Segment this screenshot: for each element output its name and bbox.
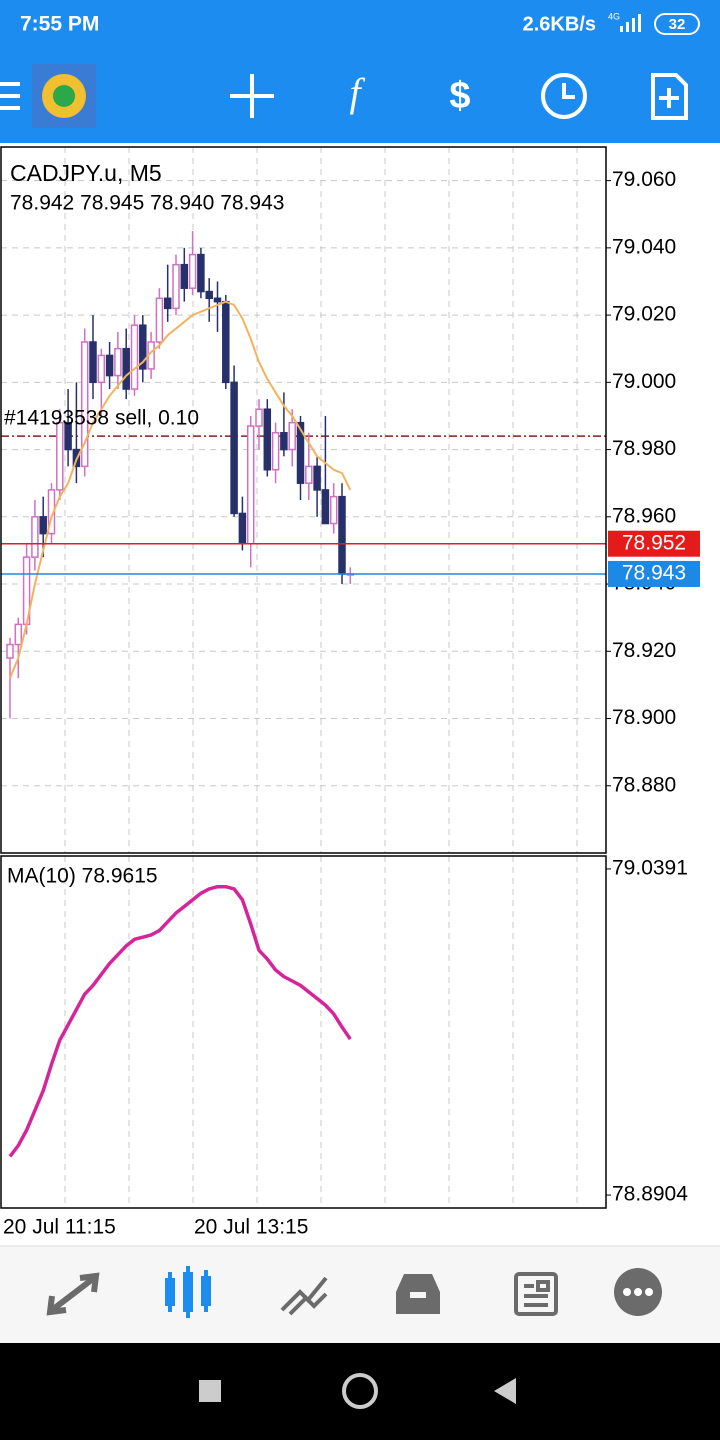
signal-icon — [620, 14, 641, 32]
candle-body — [213, 297, 222, 303]
quotes-tab[interactable] — [46, 1272, 100, 1316]
order-label: #14193538 sell, 0.10 — [4, 407, 199, 430]
candle-body — [205, 290, 213, 300]
home-button[interactable] — [342, 1373, 378, 1409]
status-network: 4G — [608, 11, 620, 21]
candle-body — [122, 347, 130, 390]
bottom-nav — [0, 1246, 720, 1343]
ohlc-readout: 78.942 78.945 78.940 78.943 — [10, 192, 284, 215]
y-tick-label: 79.000 — [612, 370, 676, 393]
candle-body — [271, 432, 280, 471]
y-tick-label: 79.040 — [612, 235, 676, 258]
candle-body — [31, 516, 39, 558]
chat-tab[interactable] — [614, 1268, 662, 1316]
candle-body — [130, 324, 139, 390]
status-speed: 2.6KB/s — [523, 13, 596, 35]
indicator-pane-frame — [0, 855, 607, 1209]
x-label: 20 Jul 11:15 — [3, 1216, 116, 1239]
candle-body — [288, 421, 296, 451]
back-button[interactable] — [494, 1378, 516, 1404]
system-nav — [0, 1343, 720, 1440]
chart-area: 79.060 79.040 79.020 79.000 78.980 78.960 78.9… — [1, 147, 700, 1208]
battery-icon — [654, 13, 700, 35]
candle-body — [255, 408, 263, 427]
chart-tab[interactable] — [165, 1266, 211, 1318]
candle-body — [139, 324, 147, 370]
price-label: 78.943 — [622, 562, 686, 585]
candle-body — [80, 341, 89, 468]
price-label: 78.952 — [622, 531, 686, 554]
history-tab[interactable] — [396, 1274, 440, 1314]
candle-body — [155, 297, 164, 343]
candle-body — [6, 643, 14, 659]
candle-body — [338, 495, 346, 575]
symbol-title: CADJPY.u, M5 — [10, 160, 162, 186]
candle-body — [64, 421, 72, 451]
candle-body — [230, 381, 238, 515]
indicator-line — [8, 884, 352, 1158]
news-tab[interactable] — [514, 1272, 558, 1316]
candle-body — [89, 341, 97, 384]
price-label-box — [608, 560, 700, 587]
candle-body — [197, 253, 205, 293]
trade-button[interactable]: $ — [449, 75, 470, 117]
crosshair-button[interactable] — [230, 74, 274, 118]
candle-body — [313, 465, 321, 491]
price-label-box — [608, 530, 700, 557]
new-order-button[interactable] — [651, 73, 688, 120]
y-tick-label: 79.0391 — [612, 856, 688, 879]
candle-body — [14, 623, 23, 646]
menu-button[interactable] — [0, 82, 20, 110]
candle-body — [188, 253, 197, 289]
candle-body — [172, 263, 180, 310]
candle-body — [105, 354, 114, 377]
candle-body — [97, 354, 106, 384]
moving-average-line — [9, 300, 352, 679]
candle-body — [39, 516, 47, 535]
y-tick-label: 78.980 — [612, 437, 676, 460]
candle-body — [222, 300, 230, 384]
y-tick-label: 78.8904 — [612, 1183, 688, 1206]
candle-body — [305, 465, 313, 484]
candle-body — [114, 347, 122, 377]
candle-body — [246, 425, 255, 545]
y-tick-label: 78.900 — [612, 706, 676, 729]
candle-body — [180, 263, 189, 289]
candle-body — [329, 495, 338, 525]
y-tick-label: 78.920 — [612, 639, 676, 662]
main-pane-frame — [0, 146, 607, 854]
candle-body — [263, 408, 272, 471]
candle-body — [321, 489, 330, 525]
y-tick-label: 79.060 — [612, 168, 676, 191]
timeframe-button[interactable] — [541, 73, 587, 119]
app-bar — [0, 0, 720, 143]
candle-body — [56, 421, 64, 491]
candle-body — [280, 432, 288, 451]
x-label: 20 Jul 13:15 — [194, 1216, 308, 1239]
candle-body — [163, 297, 172, 310]
candle-body — [296, 421, 305, 484]
y-tick-label: 78.960 — [612, 504, 676, 527]
y-tick-label: 78.880 — [612, 773, 676, 796]
y-tick-label: 79.020 — [612, 303, 676, 326]
candle-body — [238, 512, 247, 545]
recents-button[interactable] — [199, 1380, 221, 1402]
app-logo[interactable] — [32, 64, 96, 128]
indicator-title: MA(10) 78.9615 — [7, 865, 158, 888]
trade-tab[interactable] — [280, 1276, 328, 1316]
status-time: 7:55 PM — [20, 13, 99, 36]
battery-level: 32 — [669, 16, 686, 33]
